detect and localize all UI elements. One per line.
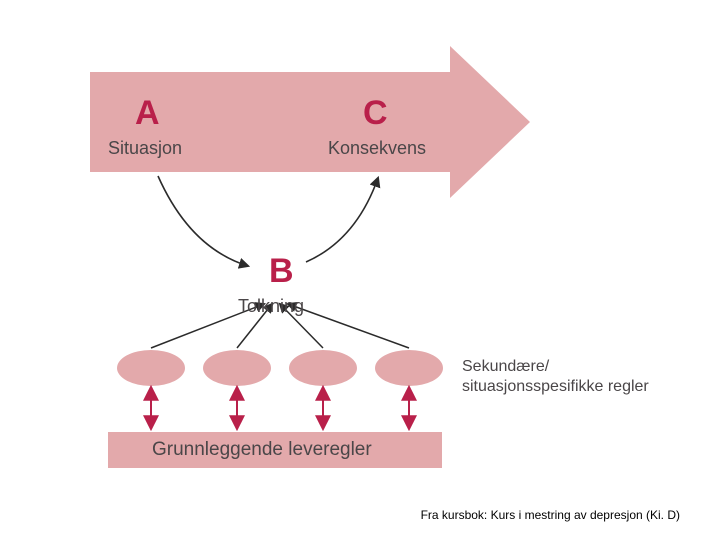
converge-arrow-3: [288, 304, 409, 348]
ellipse-1: [203, 350, 271, 386]
letter-a: A: [135, 94, 160, 133]
ellipse-3: [375, 350, 443, 386]
label-b: Tolkning: [238, 296, 304, 317]
ellipse-0: [117, 350, 185, 386]
arrow-a-to-b: [158, 176, 248, 266]
label-a: Situasjon: [108, 138, 182, 159]
side-label-2: situasjonsspesifikke regler: [462, 378, 649, 396]
label-c: Konsekvens: [328, 138, 426, 159]
letter-c: C: [363, 94, 388, 133]
side-label-1: Sekundære/: [462, 358, 549, 376]
letter-b: B: [269, 252, 294, 291]
ellipse-2: [289, 350, 357, 386]
arrow-b-to-c: [306, 178, 378, 262]
rules-bar-label: Grunnleggende leveregler: [152, 439, 372, 461]
source-citation: Fra kursbok: Kurs i mestring av depresjo…: [421, 508, 680, 522]
